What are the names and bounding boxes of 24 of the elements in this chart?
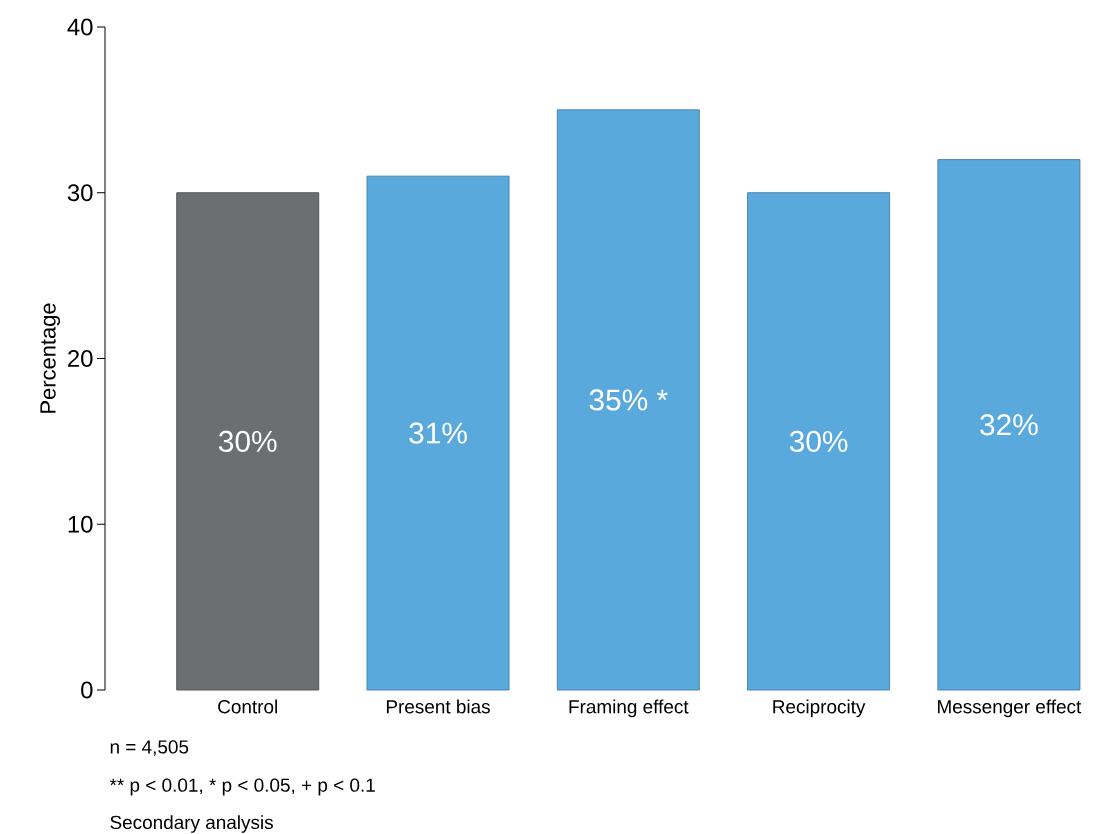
y-tick-label: 30 (67, 184, 93, 202)
data-label: 31% (409, 422, 467, 444)
y-tick-label: 40 (67, 18, 93, 36)
y-axis-title: Percentage (40, 303, 61, 413)
bar (556, 109, 700, 691)
text: Secondary analysis (110, 815, 273, 833)
text: n = 4,505 (110, 740, 189, 756)
bar (366, 175, 510, 691)
text: ** p < 0.01, * p < 0.05, + p < 0.1 (109, 778, 375, 796)
y-tick-label: 10 (68, 515, 93, 533)
bar (937, 159, 1081, 691)
y-tick-label: 20 (68, 350, 93, 367)
data-label: 32% (980, 414, 1038, 436)
bar (176, 192, 320, 691)
data-label: 30% (218, 430, 277, 452)
x-tick-label: Present bias (386, 699, 490, 714)
data-label: 30% (789, 430, 848, 452)
y-tick-label: 0 (81, 681, 93, 699)
bar (747, 192, 891, 691)
x-tick-label: Control (218, 699, 277, 714)
x-tick-label: Messenger effect (938, 699, 1082, 718)
x-tick-label: Framing effect (569, 699, 689, 718)
x-tick-label: Reciprocity (773, 699, 866, 718)
data-label: 35% * (589, 389, 668, 411)
